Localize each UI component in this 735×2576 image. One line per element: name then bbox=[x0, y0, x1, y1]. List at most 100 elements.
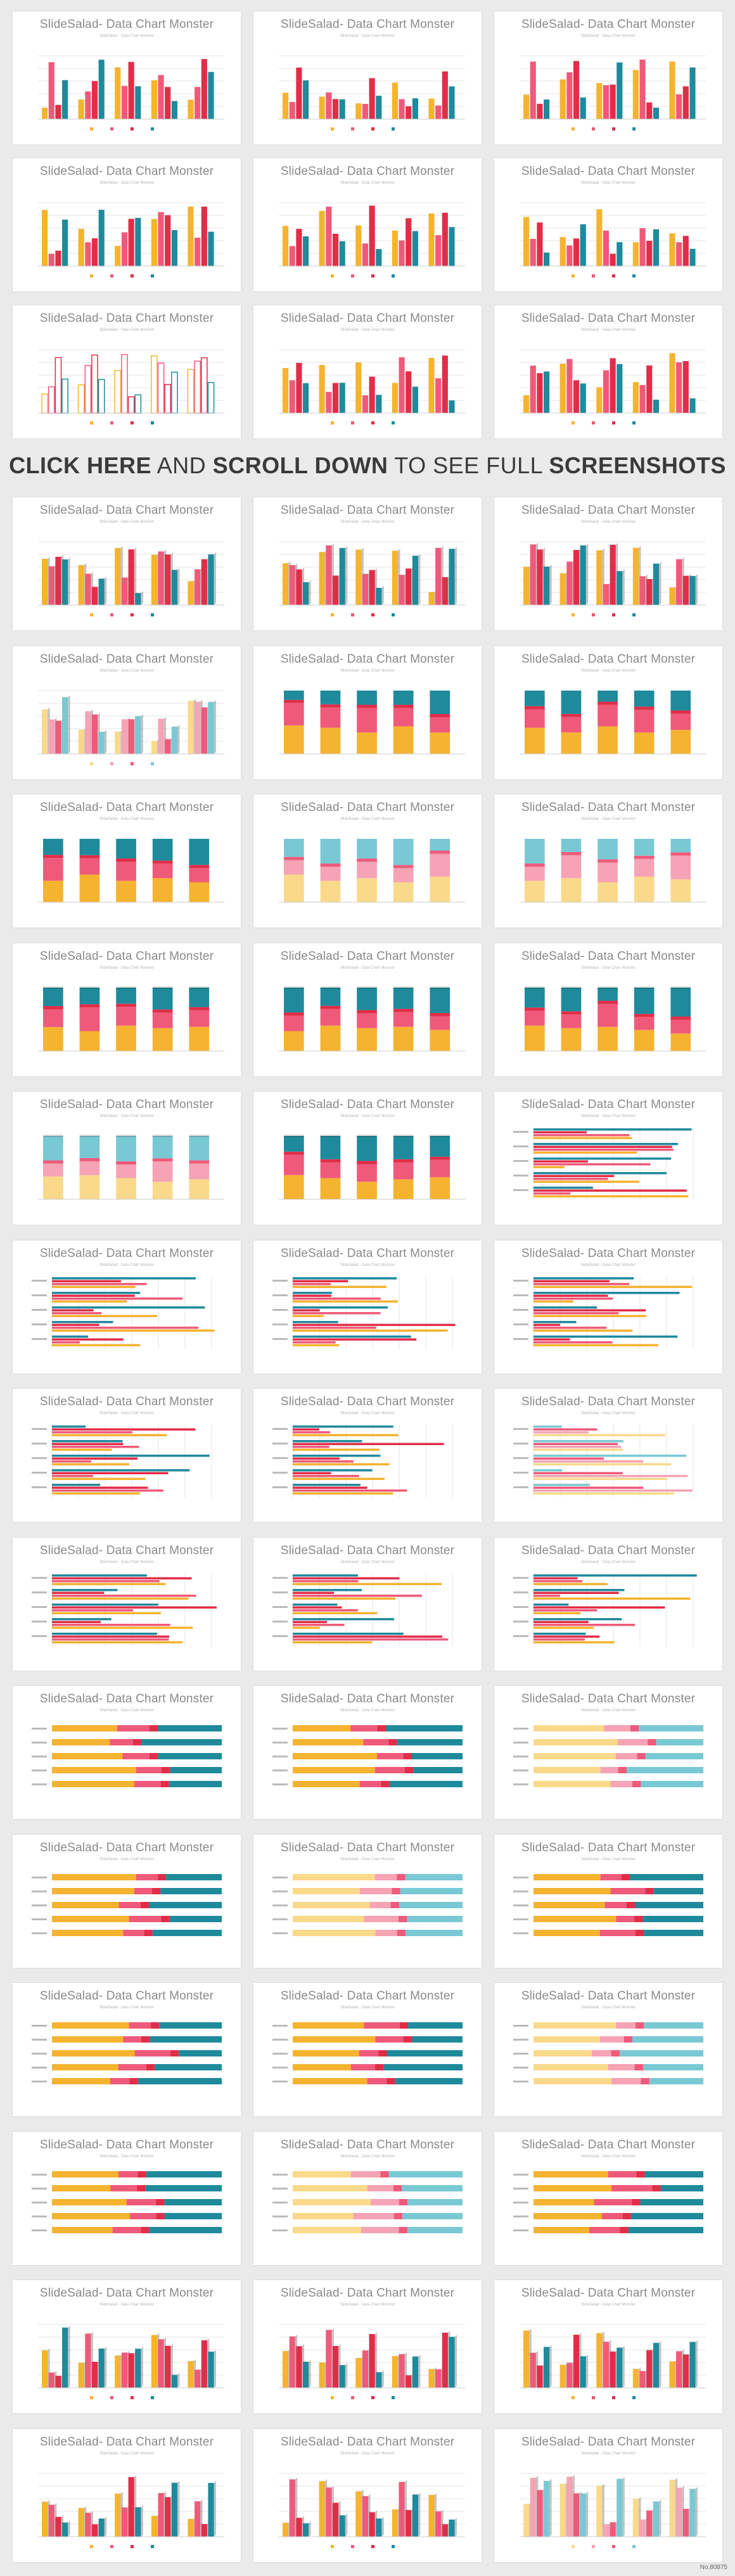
hbar bbox=[534, 1149, 674, 1151]
bar bbox=[449, 400, 455, 413]
slide-thumbnail[interactable]: SlideSalad- Data Chart Monster SlideSalad… bbox=[13, 1983, 241, 2116]
legend-swatch bbox=[632, 421, 636, 424]
slide-subtitle: SlideSalad - Data Chart Monster bbox=[580, 966, 636, 970]
slide-thumbnail[interactable]: SlideSalad- Data Chart Monster SlideSalad… bbox=[13, 943, 241, 1076]
hbar bbox=[52, 1624, 170, 1626]
slide-thumbnail[interactable]: SlideSalad- Data Chart Monster SlideSalad… bbox=[494, 1538, 722, 1671]
slide-thumbnail[interactable]: SlideSalad- Data Chart Monster SlideSalad… bbox=[13, 497, 241, 630]
stack-segment bbox=[43, 1027, 63, 1051]
stack-segment bbox=[43, 1176, 63, 1199]
slide-thumbnail[interactable]: SlideSalad- Data Chart Monster SlideSalad… bbox=[13, 646, 241, 779]
slide-thumbnail[interactable]: SlideSalad- Data Chart Monster SlideSalad… bbox=[13, 11, 241, 144]
slide-thumbnail[interactable]: SlideSalad- Data Chart Monster SlideSalad… bbox=[253, 497, 482, 630]
slide-thumbnail[interactable]: SlideSalad- Data Chart Monster SlideSalad… bbox=[13, 1389, 241, 1522]
banner-click-here[interactable]: CLICK HERE bbox=[9, 452, 152, 478]
stack-segment bbox=[525, 691, 545, 706]
bar bbox=[676, 362, 682, 413]
category-label bbox=[513, 1783, 528, 1785]
category-label bbox=[272, 2216, 288, 2217]
hbar bbox=[293, 1633, 404, 1635]
stack-segment bbox=[393, 1012, 414, 1027]
slide-thumbnail[interactable]: SlideSalad- Data Chart Monster SlideSalad… bbox=[253, 1389, 482, 1522]
slide-thumbnail[interactable]: SlideSalad- Data Chart Monster SlideSalad… bbox=[494, 2429, 722, 2562]
slide-thumbnail[interactable]: SlideSalad- Data Chart Monster SlideSalad… bbox=[13, 1835, 241, 1968]
slide-thumbnail[interactable]: SlideSalad- Data Chart Monster SlideSalad… bbox=[253, 158, 482, 291]
slide-thumbnail[interactable]: SlideSalad- Data Chart Monster SlideSalad… bbox=[494, 1389, 722, 1522]
stack-segment bbox=[561, 839, 582, 852]
bar bbox=[42, 210, 48, 266]
slide-thumbnail[interactable]: SlideSalad- Data Chart Monster SlideSalad… bbox=[253, 2429, 482, 2562]
category-label bbox=[272, 1591, 288, 1593]
slide-thumbnail[interactable]: SlideSalad- Data Chart Monster SlideSalad… bbox=[253, 2132, 482, 2265]
slide-thumbnail[interactable]: SlideSalad- Data Chart Monster SlideSalad… bbox=[494, 2132, 722, 2265]
slide-thumbnail[interactable]: SlideSalad- Data Chart Monster SlideSalad… bbox=[13, 794, 241, 928]
slide-thumbnail[interactable]: SlideSalad- Data Chart Monster SlideSalad… bbox=[253, 794, 482, 928]
slide-thumbnail[interactable]: SlideSalad- Data Chart Monster SlideSalad… bbox=[13, 2280, 241, 2413]
stack-segment bbox=[525, 863, 545, 867]
stack-segment bbox=[378, 2050, 387, 2056]
slide-thumbnail[interactable]: SlideSalad- Data Chart Monster SlideSalad… bbox=[494, 11, 722, 144]
slide-thumbnail[interactable]: SlideSalad- Data Chart Monster SlideSalad… bbox=[13, 2429, 241, 2562]
slide-thumbnail[interactable]: SlideSalad- Data Chart Monster SlideSalad… bbox=[494, 794, 722, 928]
hbar bbox=[293, 1292, 332, 1294]
bar bbox=[392, 230, 398, 266]
slide-thumbnail[interactable]: SlideSalad- Data Chart Monster SlideSalad… bbox=[494, 2280, 722, 2413]
slide-thumbnail[interactable]: SlideSalad- Data Chart Monster SlideSalad… bbox=[253, 1686, 482, 1819]
bar bbox=[84, 365, 92, 414]
slide-thumbnail[interactable]: SlideSalad- Data Chart Monster SlideSalad… bbox=[13, 305, 241, 438]
slide-thumbnail[interactable]: SlideSalad- Data Chart Monster SlideSalad… bbox=[13, 1092, 241, 1225]
bar bbox=[77, 384, 85, 414]
slide-thumbnail[interactable]: SlideSalad- Data Chart Monster SlideSalad… bbox=[253, 1240, 482, 1374]
slide-thumbnail[interactable]: SlideSalad- Data Chart Monster SlideSalad… bbox=[253, 11, 482, 144]
slide-thumbnail[interactable]: SlideSalad- Data Chart Monster SlideSalad… bbox=[253, 1538, 482, 1671]
slide-thumbnail[interactable]: SlideSalad- Data Chart Monster SlideSalad… bbox=[253, 1835, 482, 1968]
slide-thumbnail[interactable]: SlideSalad- Data Chart Monster SlideSalad… bbox=[253, 646, 482, 779]
slide-thumbnail[interactable]: SlideSalad- Data Chart Monster SlideSalad… bbox=[494, 1092, 722, 1225]
bar bbox=[428, 592, 435, 605]
stack-segment bbox=[561, 851, 582, 855]
slide-thumbnail[interactable]: SlideSalad- Data Chart Monster SlideSalad… bbox=[253, 1983, 482, 2116]
slide-thumbnail[interactable]: SlideSalad- Data Chart Monster SlideSalad… bbox=[494, 497, 722, 630]
slide-title: SlideSalad- Data Chart Monster bbox=[280, 801, 455, 814]
slide-thumbnail[interactable]: SlideSalad- Data Chart Monster SlideSalad… bbox=[494, 158, 722, 291]
slide-subtitle: SlideSalad - Data Chart Monster bbox=[580, 520, 636, 524]
bar bbox=[580, 2356, 586, 2388]
slide-thumbnail[interactable]: SlideSalad- Data Chart Monster SlideSalad… bbox=[13, 1538, 241, 1671]
slide-thumbnail[interactable]: SlideSalad- Data Chart Monster SlideSalad… bbox=[253, 305, 482, 438]
slide-thumbnail[interactable]: SlideSalad- Data Chart Monster SlideSalad… bbox=[13, 1240, 241, 1374]
slide-thumbnail[interactable]: SlideSalad- Data Chart Monster SlideSalad… bbox=[494, 1240, 722, 1374]
slide-thumbnail[interactable]: SlideSalad- Data Chart Monster SlideSalad… bbox=[494, 1686, 722, 1819]
stack-segment bbox=[525, 727, 545, 754]
stack-segment bbox=[634, 1030, 655, 1051]
slide-thumbnail[interactable]: SlideSalad- Data Chart Monster SlideSalad… bbox=[494, 1983, 722, 2116]
slide-thumbnail[interactable]: SlideSalad- Data Chart Monster SlideSalad… bbox=[13, 2132, 241, 2265]
slide-thumbnail[interactable]: SlideSalad- Data Chart Monster SlideSalad… bbox=[13, 158, 241, 291]
stack-segment bbox=[403, 2036, 412, 2043]
stack-top bbox=[634, 986, 655, 989]
bar bbox=[165, 215, 171, 266]
hbar bbox=[534, 1172, 667, 1175]
legend-swatch bbox=[592, 2545, 595, 2548]
stack-segment bbox=[117, 1725, 150, 1731]
bar-side bbox=[309, 2359, 311, 2388]
category-label bbox=[513, 1428, 528, 1430]
stack-segment bbox=[377, 1753, 404, 1759]
legend-swatch bbox=[331, 613, 334, 616]
slide-thumbnail[interactable]: SlideSalad- Data Chart Monster SlideSalad… bbox=[253, 1092, 482, 1225]
slide-thumbnail[interactable]: SlideSalad- Data Chart Monster SlideSalad… bbox=[253, 2280, 482, 2413]
category-label bbox=[272, 1606, 288, 1608]
bar bbox=[289, 2336, 295, 2388]
stack-segment bbox=[189, 865, 210, 869]
category-label bbox=[513, 1457, 528, 1459]
slide-thumbnail[interactable]: SlideSalad- Data Chart Monster SlideSalad… bbox=[494, 646, 722, 779]
slide-thumbnail[interactable]: SlideSalad- Data Chart Monster SlideSalad… bbox=[494, 305, 722, 438]
slide-thumbnail[interactable]: SlideSalad- Data Chart Monster SlideSalad… bbox=[494, 1835, 722, 1968]
scroll-banner[interactable]: CLICK HERE AND SCROLL DOWN TO SEE FULL S… bbox=[0, 443, 735, 488]
slide-thumbnail[interactable]: SlideSalad- Data Chart Monster SlideSalad… bbox=[494, 943, 722, 1076]
hbar bbox=[293, 1583, 442, 1585]
legend-swatch bbox=[90, 2545, 93, 2548]
bar-side bbox=[345, 545, 348, 605]
slide-thumbnail[interactable]: SlideSalad- Data Chart Monster SlideSalad… bbox=[253, 943, 482, 1076]
slide-thumbnail[interactable]: SlideSalad- Data Chart Monster SlideSalad… bbox=[13, 1686, 241, 1819]
hbar bbox=[293, 1624, 345, 1626]
